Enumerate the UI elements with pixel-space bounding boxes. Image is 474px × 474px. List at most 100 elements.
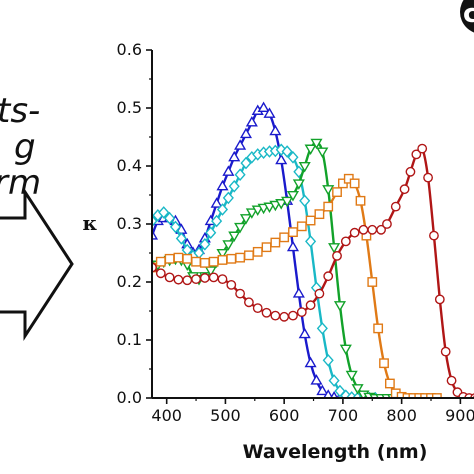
series-3-square-marker-17	[296, 221, 307, 232]
series-3-square-marker-11	[244, 250, 254, 261]
series-2-down-triangle-marker-30	[322, 185, 335, 196]
series-4-circle-marker-20	[323, 271, 334, 282]
series-2-down-triangle-marker-24	[286, 190, 300, 202]
series-4-circle-marker-35	[434, 294, 445, 305]
series-1-diamond-marker-25	[293, 165, 305, 179]
series-0-triangle-marker-16	[239, 127, 253, 139]
series-0-triangle-marker-24	[286, 240, 300, 252]
series-1-diamond-marker-14	[228, 179, 240, 193]
series-4-circle-marker-5	[191, 274, 201, 284]
series-3-square-marker-3	[173, 252, 184, 263]
y-tick-label-3: 0.3	[117, 214, 142, 233]
series-3-square-marker-20	[323, 201, 334, 212]
series-2-down-triangle-marker-18	[251, 205, 264, 216]
series-4-circle-marker-15	[279, 311, 290, 322]
series-4-circle-marker-9	[226, 279, 237, 290]
series-0-triangle-marker-20	[263, 107, 276, 118]
series-2-down-triangle-marker-13	[222, 240, 235, 251]
series-0-triangle-marker-15	[234, 139, 247, 150]
series-1-diamond-marker-5	[175, 232, 187, 245]
series-4-circle-marker-33	[423, 172, 433, 183]
series-0-triangle-marker-21	[269, 124, 282, 136]
series-3-square-marker-13	[261, 242, 272, 253]
series-0-triangle-marker-12	[216, 179, 229, 191]
series-4-circle-marker-25	[367, 224, 378, 235]
series-2-down-triangle-marker-28	[310, 138, 323, 150]
series-3-square-marker-12	[252, 246, 263, 257]
series-3-square-marker-19	[314, 209, 325, 220]
series-3-square-marker-9	[226, 253, 237, 264]
series-2-down-triangle-marker-20	[263, 202, 276, 214]
plot-area	[152, 101, 474, 398]
series-4-circle-marker-36	[440, 346, 451, 357]
series-3-square-marker-27	[367, 277, 378, 287]
series-1-diamond-marker-3	[164, 211, 176, 225]
series-1-diamond-marker-11	[211, 214, 223, 228]
series-0-triangle-marker-14	[228, 150, 241, 162]
series-4-circle-marker-16	[288, 310, 298, 321]
x-tick-label-4: 800	[386, 406, 417, 425]
series-4-circle-marker-26	[376, 224, 386, 235]
series-3-square-marker-2	[164, 253, 175, 264]
series-3-square-marker-1	[155, 256, 166, 267]
series-2-down-triangle-marker-34	[345, 370, 358, 382]
series-1-diamond-marker-31	[328, 374, 340, 387]
series-1-diamond-marker-0	[152, 214, 158, 228]
series-3-square-marker-7	[208, 256, 219, 267]
series-3-square-marker-5	[191, 256, 201, 267]
series-0-triangle-marker-13	[222, 165, 235, 176]
series-4-circle-marker-3	[173, 274, 184, 285]
series-2-down-triangle-marker-31	[328, 243, 341, 254]
series-1-diamond-marker-10	[205, 226, 217, 240]
series-3-square-marker-10	[235, 252, 246, 263]
series-4-circle-marker-4	[182, 275, 193, 286]
series-3-square-marker-4	[182, 253, 193, 264]
series-3-square-marker-16	[288, 227, 298, 238]
series-3-square-marker-29	[379, 358, 389, 369]
series-1-diamond-marker-9	[199, 237, 211, 251]
series-4-circle-marker-23	[349, 227, 360, 238]
y-axis-label: κ	[83, 211, 98, 235]
series-0-triangle-marker-17	[245, 116, 258, 127]
series-2-down-triangle-marker-21	[269, 200, 282, 212]
series-0-triangle-marker-30	[323, 389, 334, 398]
series-3-square-marker-21	[332, 187, 342, 197]
series-2-down-triangle-marker-22	[275, 199, 288, 210]
series-1-diamond-marker-16	[240, 156, 252, 170]
series-1-diamond-marker-30	[322, 353, 334, 367]
right-arrow-icon	[0, 186, 74, 342]
x-axis-label: Wavelength (nm)	[243, 441, 428, 463]
y-tick-label-2: 0.2	[117, 272, 142, 291]
series-0-triangle-marker-25	[292, 287, 305, 298]
series-2-down-triangle-marker-33	[339, 344, 352, 356]
series-4-circle-marker-22	[340, 236, 351, 247]
series-4-circle-marker-21	[332, 250, 342, 261]
series-4-circle-marker-27	[382, 219, 392, 229]
series-1-diamond-marker-27	[305, 235, 317, 248]
series-2-down-triangle-marker-29	[316, 147, 329, 158]
series-4-circle-marker-8	[217, 274, 228, 284]
series-1-diamond-marker-15	[234, 168, 246, 182]
series-4-circle-marker-37	[446, 375, 457, 386]
series-4-circle-marker-34	[429, 230, 439, 241]
series-2-down-triangle-marker-16	[239, 214, 253, 225]
series-1-diamond-marker-23	[281, 145, 293, 158]
series-1-diamond-marker-12	[216, 203, 229, 216]
series-1-diamond-marker-13	[222, 191, 234, 205]
series-0-triangle-marker-19	[257, 101, 270, 113]
series-4-circle-marker-7	[208, 272, 219, 283]
series-4-circle-marker-2	[164, 272, 175, 283]
series-2-down-triangle-marker-17	[245, 208, 258, 219]
series-4-circle-marker-1	[155, 268, 166, 279]
series-4-circle-marker-28	[390, 201, 401, 212]
series-4-circle-marker-24	[358, 224, 369, 235]
series-2-down-triangle-marker-15	[234, 222, 247, 234]
series-4-circle-marker-12	[252, 303, 263, 313]
x-tick-label-1: 500	[210, 406, 241, 425]
series-0-triangle-marker-28	[310, 374, 323, 385]
series-1-diamond-marker-2	[158, 206, 170, 219]
series-4-circle-marker-30	[405, 166, 416, 177]
y-tick-label-0: 0.0	[117, 388, 142, 407]
left-text-line-1: ts-	[0, 91, 40, 131]
